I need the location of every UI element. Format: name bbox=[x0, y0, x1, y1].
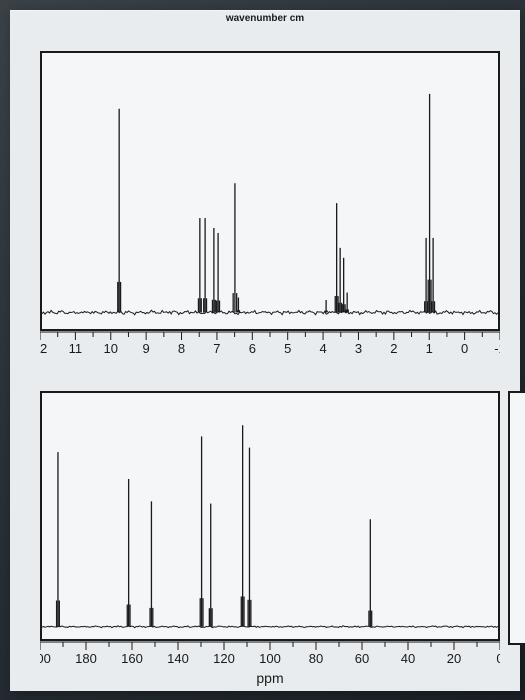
svg-text:60: 60 bbox=[355, 651, 369, 666]
svg-text:12: 12 bbox=[40, 341, 47, 356]
x-axis-label: ppm bbox=[40, 669, 500, 689]
svg-text:10: 10 bbox=[104, 341, 118, 356]
svg-text:4: 4 bbox=[319, 341, 326, 356]
adjacent-panel-fragment bbox=[508, 391, 525, 645]
svg-text:80: 80 bbox=[309, 651, 323, 666]
svg-text:120: 120 bbox=[213, 651, 235, 666]
svg-text:180: 180 bbox=[75, 651, 97, 666]
h1-nmr-trace bbox=[42, 53, 498, 329]
svg-text:0: 0 bbox=[496, 651, 500, 666]
svg-text:6: 6 bbox=[249, 341, 256, 356]
svg-text:1: 1 bbox=[426, 341, 433, 356]
svg-text:140: 140 bbox=[167, 651, 189, 666]
h1-nmr-x-axis: 1211109876543210-1 bbox=[40, 331, 500, 361]
svg-text:ppm: ppm bbox=[256, 670, 283, 686]
svg-text:8: 8 bbox=[178, 341, 185, 356]
svg-text:40: 40 bbox=[401, 651, 415, 666]
svg-text:160: 160 bbox=[121, 651, 143, 666]
svg-text:20: 20 bbox=[447, 651, 461, 666]
svg-text:7: 7 bbox=[213, 341, 220, 356]
h1-nmr-spectrum-panel bbox=[40, 51, 500, 331]
c13-nmr-trace bbox=[42, 393, 498, 639]
c13-nmr-spectrum-panel bbox=[40, 391, 500, 641]
svg-text:100: 100 bbox=[259, 651, 281, 666]
svg-text:3: 3 bbox=[355, 341, 362, 356]
svg-text:2: 2 bbox=[390, 341, 397, 356]
svg-text:9: 9 bbox=[143, 341, 150, 356]
page-root: wavenumber cm 1211109876543210-1 2001801… bbox=[0, 0, 525, 700]
header-fragment: wavenumber cm bbox=[226, 13, 304, 24]
svg-text:200: 200 bbox=[40, 651, 51, 666]
paper: wavenumber cm 1211109876543210-1 2001801… bbox=[10, 10, 520, 691]
svg-text:-1: -1 bbox=[494, 341, 500, 356]
svg-text:5: 5 bbox=[284, 341, 291, 356]
svg-text:11: 11 bbox=[69, 341, 83, 356]
c13-nmr-x-axis: 200180160140120100806040200 bbox=[40, 641, 500, 671]
svg-text:0: 0 bbox=[461, 341, 468, 356]
